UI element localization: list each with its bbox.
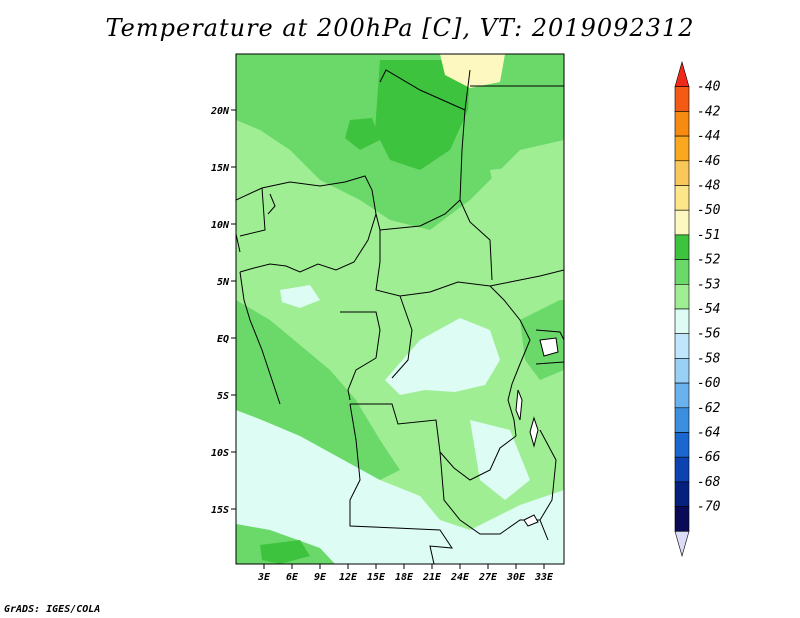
colorbar-label: -64 — [697, 426, 720, 441]
map-title: Temperature at 200hPa [C], VT: 201909231… — [105, 14, 695, 42]
lat-label: 10N — [211, 220, 230, 231]
lon-labels: 3E 6E 9E 12E 15E 18E 21E 24E 27E 30E 33E — [257, 572, 554, 583]
colorbar-label: -62 — [697, 401, 721, 416]
colorbar-swatch — [674, 358, 690, 384]
colorbar-swatch — [674, 308, 690, 335]
lon-label: 3E — [257, 572, 271, 583]
lon-label: 27E — [478, 572, 498, 583]
colorbar-label: -60 — [697, 376, 721, 391]
field-cold-gulf — [280, 285, 320, 308]
colorbar-swatch — [674, 432, 690, 458]
colorbar-swatch — [674, 185, 690, 211]
lon-label: 30E — [506, 572, 526, 583]
field-warmest-southwest — [260, 540, 310, 564]
colorbar-swatch — [674, 333, 690, 359]
colorbar-swatch — [674, 259, 690, 285]
lake-victoria — [539, 337, 559, 357]
lon-label: 15E — [367, 572, 386, 583]
lat-label: 20N — [210, 106, 230, 117]
lat-label: 15S — [211, 505, 229, 516]
lat-label: EQ — [217, 334, 229, 345]
colorbar-label: -66 — [697, 450, 721, 465]
colorbar-label: -56 — [697, 327, 721, 342]
field-warm-west-coast — [236, 300, 400, 480]
colorbar-swatch — [674, 86, 690, 112]
credit-label: GrADS: IGES/COLA — [4, 604, 101, 615]
lon-label: 9E — [314, 572, 327, 583]
lon-label: 21E — [422, 572, 442, 583]
colorbar-swatch — [674, 283, 690, 310]
colorbar-label: -58 — [697, 351, 721, 366]
colorbar-label: -42 — [697, 104, 721, 119]
colorbar-label: -40 — [697, 80, 721, 95]
colorbar-swatch — [674, 530, 690, 558]
map-frame — [235, 53, 565, 565]
field-patch-ne — [490, 165, 545, 200]
colorbar-swatch — [674, 60, 690, 87]
colorbar-swatch — [674, 111, 690, 137]
colorbar-swatch — [674, 234, 690, 260]
lat-labels: 20N 15N 10N 5N EQ 5S 10S 15S — [210, 106, 230, 516]
colorbar-label: -52 — [697, 253, 721, 268]
field-cold-congo — [385, 318, 500, 395]
field-warm-spot — [345, 118, 380, 150]
lon-label: 18E — [395, 572, 414, 583]
colorbar-label: -48 — [697, 179, 721, 194]
lon-label: 24E — [450, 572, 470, 583]
lake-kariba — [523, 514, 539, 527]
colorbar-swatch — [674, 382, 690, 409]
colorbar-swatch — [674, 506, 690, 532]
colorbar-swatch — [674, 456, 690, 483]
lake-tanganyika — [515, 389, 523, 421]
colorbar-label: -70 — [697, 500, 721, 515]
colorbar-swatch — [674, 160, 690, 186]
colorbar-swatch — [674, 209, 690, 236]
colorbar-swatch — [674, 407, 690, 433]
lat-label: 5S — [217, 391, 229, 402]
field-warmest-sahel — [375, 60, 470, 170]
field-cold-east — [470, 420, 530, 500]
colorbar: -40 -42 -44 -46 -48 -50 -51 -52 -53 -54 -56 -58 -60 -… — [674, 60, 721, 558]
lat-label: 15N — [211, 163, 230, 174]
lat-label: 10S — [211, 448, 229, 459]
lon-label: 6E — [286, 572, 299, 583]
colorbar-label: -54 — [697, 302, 720, 317]
lake-malawi — [529, 416, 539, 448]
colorbar-label: -50 — [697, 203, 721, 218]
lon-label: 12E — [339, 572, 358, 583]
colorbar-swatch — [674, 481, 690, 507]
colorbar-label: -68 — [697, 475, 721, 490]
lon-ticks — [263, 564, 545, 569]
colorbar-label: -46 — [697, 154, 721, 169]
lakes — [515, 337, 559, 527]
country-borders — [236, 69, 564, 564]
lat-label: 5N — [217, 277, 230, 288]
lat-ticks — [231, 109, 236, 510]
colorbar-label: -51 — [697, 228, 720, 243]
colorbar-swatch — [674, 135, 690, 162]
temperature-field — [236, 54, 564, 564]
lon-label: 33E — [534, 572, 554, 583]
field-cold-south — [236, 410, 564, 564]
colorbar-label: -44 — [697, 129, 720, 144]
field-hot-spot — [440, 54, 505, 88]
colorbar-label: -53 — [697, 277, 720, 292]
